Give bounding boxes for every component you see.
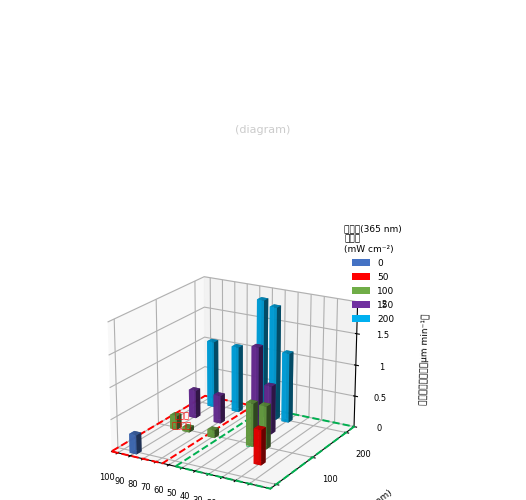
Y-axis label: 紫外光(365 nm)
の強度
(mW cm⁻²): 紫外光(365 nm) の強度 (mW cm⁻²) (342, 488, 407, 500)
Legend: 0, 50, 100, 150, 200: 0, 50, 100, 150, 200 (342, 222, 404, 326)
Text: (diagram): (diagram) (235, 125, 291, 135)
